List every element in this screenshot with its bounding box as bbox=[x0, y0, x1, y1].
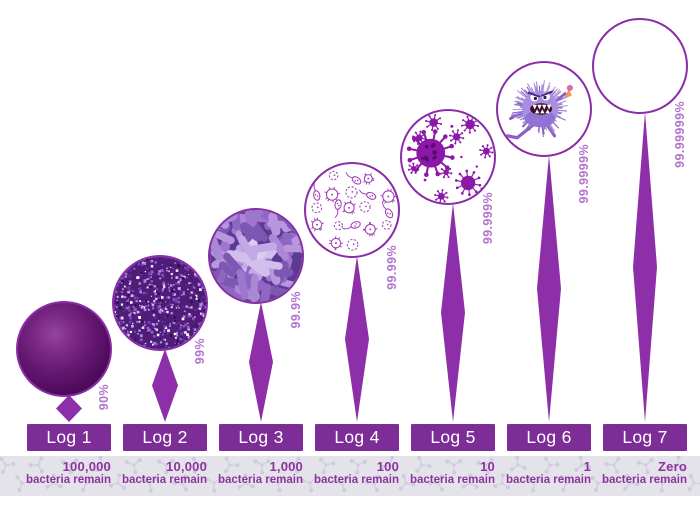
bacteria-remaining-unit: bacteria remain bbox=[121, 474, 207, 486]
magnified-sample-circle bbox=[496, 61, 592, 157]
bacteria-remaining-count: 1 bbox=[583, 459, 591, 474]
diamond-pointer bbox=[56, 395, 82, 422]
log-level-label: Log 2 bbox=[142, 427, 188, 447]
diamond-pointer bbox=[537, 155, 561, 422]
bacteria-remaining-count: 100,000 bbox=[62, 459, 111, 474]
bacteria-remaining-count: Zero bbox=[658, 459, 687, 474]
bacteria-remaining: 1 bacteria remain bbox=[469, 459, 591, 487]
magnified-sample-circle bbox=[400, 109, 496, 205]
bacteria-remaining: 100,000 bacteria remain bbox=[0, 459, 111, 487]
bacteria-remaining: Zero bacteria remain bbox=[565, 459, 687, 487]
reduction-percent-label: 99% bbox=[193, 338, 207, 365]
bacteria-remaining-unit: bacteria remain bbox=[409, 474, 495, 486]
log-level-label: Log 4 bbox=[334, 427, 380, 447]
molecule-pattern bbox=[0, 456, 700, 493]
bacteria-remaining: 10 bacteria remain bbox=[373, 459, 495, 487]
log-level-label: Log 7 bbox=[622, 427, 668, 447]
bacteria-remaining: 10,000 bacteria remain bbox=[85, 459, 207, 487]
log-level-box: Log 4 bbox=[315, 424, 399, 451]
reduction-percent-label: 90% bbox=[97, 384, 111, 411]
bacteria-remaining-unit: bacteria remain bbox=[25, 474, 111, 486]
bacteria-remaining-count: 1,000 bbox=[269, 459, 303, 474]
log-level-box: Log 1 bbox=[27, 424, 111, 451]
virus-particles-icon bbox=[406, 113, 494, 203]
log-level-box: Log 7 bbox=[603, 424, 687, 451]
germ-monster-icon bbox=[505, 80, 573, 140]
reduction-percent-label: 99.9999% bbox=[577, 144, 591, 204]
magnified-sample-circle bbox=[304, 162, 400, 258]
reduction-percent-label: 99.9% bbox=[289, 291, 303, 329]
diamond-pointer bbox=[249, 302, 273, 422]
magnified-sample-circle bbox=[208, 208, 304, 304]
diamond-pointer bbox=[441, 203, 465, 422]
bacteria-glitter-icon bbox=[114, 257, 206, 349]
reduction-percent-label: 99.99% bbox=[385, 245, 399, 290]
bacteria-remaining-count: 10 bbox=[480, 459, 495, 474]
bacteria-remaining: 1,000 bacteria remain bbox=[181, 459, 303, 487]
magnified-sample-circle bbox=[112, 255, 208, 351]
magnified-sample-circle bbox=[592, 18, 688, 114]
bacteria-remaining-count: 100 bbox=[376, 459, 399, 474]
bacteria-remaining-unit: bacteria remain bbox=[505, 474, 591, 486]
log-level-label: Log 5 bbox=[430, 427, 476, 447]
log-level-label: Log 1 bbox=[46, 427, 92, 447]
bacteria-colony-icon bbox=[18, 303, 110, 395]
bacteria-remaining-unit: bacteria remain bbox=[313, 474, 399, 486]
bacteria-remaining-unit: bacteria remain bbox=[217, 474, 303, 486]
log-level-box: Log 6 bbox=[507, 424, 591, 451]
reduction-percent-label: 99.999% bbox=[481, 192, 495, 245]
bacteria-remaining: 100 bacteria remain bbox=[277, 459, 399, 487]
bacteria-remaining-count: 10,000 bbox=[166, 459, 207, 474]
bacteria-remaining-unit: bacteria remain bbox=[601, 474, 687, 486]
empty-circle-icon bbox=[594, 20, 686, 112]
log-level-label: Log 6 bbox=[526, 427, 572, 447]
log-level-label: Log 3 bbox=[238, 427, 284, 447]
log-level-box: Log 3 bbox=[219, 424, 303, 451]
diamond-pointer bbox=[345, 256, 369, 422]
diamond-pointer bbox=[633, 112, 657, 422]
bacteria-rods-icon bbox=[210, 210, 302, 302]
microbe-outlines-icon bbox=[310, 170, 397, 251]
diamond-pointer bbox=[152, 349, 178, 422]
footer-strip bbox=[0, 456, 700, 496]
reduction-percent-label: 99.99999% bbox=[673, 101, 687, 168]
log-level-box: Log 2 bbox=[123, 424, 207, 451]
log-level-box: Log 5 bbox=[411, 424, 495, 451]
magnified-sample-circle bbox=[16, 301, 112, 397]
